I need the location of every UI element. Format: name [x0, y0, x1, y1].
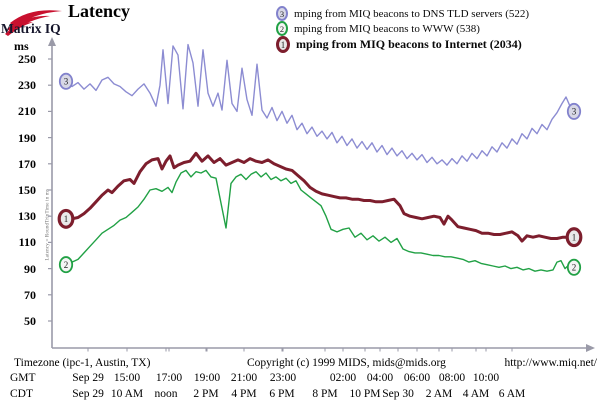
- x-tick-label-gmt: 15:00: [113, 372, 141, 384]
- legend-label: mping from MIQ beacons to WWW (538): [294, 22, 480, 35]
- x-tick-label-cdt: Sep 30: [382, 388, 414, 400]
- x-tick-label-cdt: 4 AM: [462, 388, 490, 400]
- x-tick-label-cdt: Sep 29: [72, 388, 104, 400]
- series-marker-digit: 1: [572, 232, 577, 242]
- matrixiq-swoosh-icon: [5, 10, 62, 36]
- y-tick-label: 130: [18, 209, 36, 224]
- series-line-2: [65, 169, 575, 272]
- legend-label: mping from MIQ beacons to DNS TLD server…: [294, 7, 530, 20]
- x-tick-label-gmt: 02:00: [329, 372, 357, 384]
- x-tick-label-cdt: 10 AM: [110, 388, 144, 400]
- y-tick-label: 90: [24, 261, 36, 276]
- legend-item-www: 2 mping from MIQ beacons to WWW (538): [276, 21, 480, 36]
- cdt-row-label: CDT: [10, 388, 33, 400]
- x-axis-gmt-row: GMT Sep 29 15:00 17:00 19:00 21:00 23:00 02:00…: [0, 372, 600, 386]
- x-tick-label-gmt: Sep 29: [72, 372, 104, 384]
- series-marker-digit: 3: [64, 76, 69, 86]
- x-tick-label-cdt: 2 PM: [193, 388, 219, 400]
- x-tick-label-gmt: 17:00: [155, 372, 183, 384]
- y-tick-label: 250: [18, 52, 36, 66]
- series-2-marker-icon: 2: [276, 21, 288, 36]
- series-1-endpoint-marker-icon: [565, 227, 583, 248]
- x-tick-label-cdt: 8 PM: [312, 388, 338, 400]
- y-tick-label: 110: [18, 235, 36, 250]
- legend-item-dns: 3 mping from MIQ beacons to DNS TLD serv…: [276, 6, 529, 21]
- x-tick-label-gmt: 21:00: [230, 372, 258, 384]
- series-marker-digit: 1: [64, 214, 69, 224]
- x-tick-label-cdt: 2 AM: [425, 388, 453, 400]
- x-tick-label-gmt: 06:00: [403, 372, 431, 384]
- x-tick-label-gmt: 23:00: [269, 372, 297, 384]
- series-2-endpoint-marker-icon: [566, 258, 582, 276]
- series-2-endpoint-marker-icon: [58, 256, 74, 274]
- series-3-endpoint-marker-icon: [566, 102, 582, 120]
- x-tick-label-gmt: 04:00: [366, 372, 394, 384]
- footer: Timezone (ipc-1, Austin, TX) Copyright (…: [0, 357, 600, 371]
- series-marker-digit: 2: [572, 262, 577, 272]
- series-marker-digit: 2: [64, 260, 69, 270]
- series-line-1: [64, 151, 576, 243]
- y-axis-tick-labels: 250 230 210 190 170 150 130 110 90 70 50: [0, 0, 44, 360]
- series-3-marker-icon: 3: [276, 6, 288, 21]
- x-tick-label-gmt: 10:00: [472, 372, 500, 384]
- series-3-endpoint-marker-icon: [58, 72, 74, 90]
- x-axis-cdt-row: CDT Sep 29 10 AM noon 2 PM 4 PM 6 PM 8 PM 10 PM…: [0, 388, 600, 402]
- series-1-endpoint-marker-icon: [57, 208, 75, 229]
- gmt-row-label: GMT: [10, 372, 36, 384]
- y-tick-label: 210: [18, 104, 36, 119]
- series-marker-digit: 3: [572, 107, 577, 117]
- y-axis-unit-label: ms: [14, 39, 29, 53]
- timezone-label: Timezone (ipc-1, Austin, TX): [14, 357, 151, 369]
- x-tick-label-gmt: 08:00: [438, 372, 466, 384]
- x-tick-label-cdt: 6 PM: [269, 388, 295, 400]
- y-tick-label: 150: [18, 183, 36, 197]
- copyright-label: Copyright (c) 1999 MIDS, mids@mids.org: [247, 357, 446, 369]
- site-url: http://www.miq.net/: [504, 357, 597, 369]
- x-tick-label-cdt: 4 PM: [231, 388, 257, 400]
- y-tick-label: 170: [18, 156, 36, 171]
- legend-item-internet: 1 mping from MIQ beacons to Internet (20…: [276, 36, 522, 53]
- y-tick-label: 190: [18, 130, 36, 145]
- series-line-3: [65, 43, 575, 166]
- x-tick-label-cdt: 10 PM: [349, 388, 381, 400]
- legend-label: mping from MIQ beacons to Internet (2034…: [296, 37, 522, 51]
- series-1-marker-icon: 1: [276, 36, 290, 53]
- y-tick-label: 70: [24, 287, 36, 302]
- matrixiq-logo-text: Matrix IQ: [1, 21, 61, 36]
- x-tick-label-cdt: 6 AM: [498, 388, 526, 400]
- y-tick-label: 230: [18, 78, 36, 93]
- x-tick-label-cdt: noon: [154, 388, 178, 400]
- page-title: Latency: [68, 1, 130, 21]
- y-tick-label: 50: [24, 314, 36, 328]
- x-tick-label-gmt: 19:00: [193, 372, 221, 384]
